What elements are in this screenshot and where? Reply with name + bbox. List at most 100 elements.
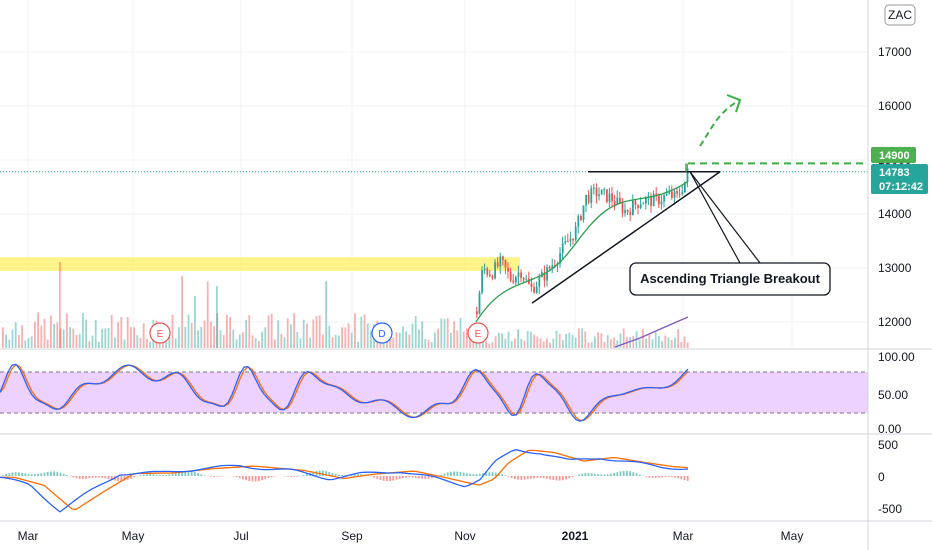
volume-bar — [533, 334, 535, 348]
volume-bar — [53, 323, 55, 348]
volume-bar — [258, 341, 260, 348]
macd-histogram-bar — [629, 471, 631, 476]
volume-bar — [440, 318, 443, 348]
volume-bar — [520, 338, 523, 348]
macd-histogram-bar — [165, 474, 167, 476]
volume-bar — [565, 333, 567, 348]
time-tick-label: Jul — [233, 529, 248, 543]
volume-bar — [498, 332, 500, 348]
event-marker[interactable]: E — [467, 322, 489, 344]
candle-body — [551, 265, 554, 269]
candle-body — [507, 267, 509, 272]
callout-box — [629, 262, 831, 296]
macd-histogram-bar — [686, 476, 689, 481]
macd-histogram-bar — [210, 476, 212, 477]
macd-histogram-bar — [651, 476, 654, 478]
volume-bar — [168, 328, 171, 348]
volume-bar — [568, 332, 571, 348]
macd-histogram-bar — [520, 476, 523, 480]
event-marker[interactable]: E — [149, 322, 171, 344]
volume-bar — [219, 330, 222, 348]
symbol-badge[interactable]: ZAC — [884, 4, 916, 26]
stochastic-pane — [0, 363, 868, 422]
volume-bar — [632, 335, 635, 348]
volume-bar — [136, 335, 139, 348]
candle-body — [658, 195, 660, 205]
candle-body — [483, 268, 486, 271]
volume-bars — [2, 262, 689, 348]
macd-histogram-bar — [558, 476, 561, 481]
macd-histogram-bar — [456, 471, 459, 476]
volume-ma-line — [614, 316, 689, 348]
volume-bar — [283, 337, 286, 348]
candle-body — [574, 226, 577, 241]
macd-histogram-bar — [645, 476, 647, 477]
time-tick-label: May — [122, 529, 145, 543]
volume-bar — [277, 320, 279, 348]
candle-body — [681, 192, 684, 195]
event-marker[interactable]: D — [371, 322, 393, 344]
volume-bar — [117, 322, 119, 348]
macd-histogram-bar — [670, 476, 673, 478]
price-axis[interactable]: 170001600015000140001300012000100.0050.0… — [878, 45, 915, 516]
candle-body — [598, 194, 600, 197]
macd-histogram-bar — [418, 476, 420, 479]
volume-bar — [8, 339, 11, 348]
macd-histogram-bar — [658, 476, 660, 478]
macd-histogram-bar — [171, 473, 174, 476]
annotation-callout[interactable]: Ascending Triangle Breakout — [629, 171, 831, 296]
volume-bar — [78, 333, 81, 348]
stoch-k-line — [0, 363, 689, 422]
candle-body — [595, 187, 598, 197]
volume-bar — [414, 316, 417, 348]
volume-bar — [619, 333, 622, 348]
candle-body — [572, 238, 574, 241]
volume-bar — [75, 334, 78, 348]
volume-bar — [139, 337, 142, 348]
macd-histogram-bar — [584, 473, 587, 476]
candle-body — [502, 256, 504, 261]
volume-bar — [293, 313, 295, 348]
macd-line — [0, 449, 689, 513]
macd-histogram-bar — [475, 474, 478, 476]
breakout-arrow[interactable] — [699, 99, 741, 147]
candle-body — [538, 277, 541, 287]
macd-histogram-bar — [56, 471, 59, 476]
candle-body — [652, 193, 655, 207]
macd-histogram-bar — [626, 470, 628, 476]
macd-histogram-bar — [123, 476, 126, 481]
volume-bar — [43, 318, 46, 348]
price-tick-label: 14000 — [878, 207, 912, 221]
macd-histogram-bar — [427, 476, 430, 479]
candle-body — [489, 274, 491, 277]
macd-histogram-bar — [443, 473, 446, 476]
macd-histogram-bar — [101, 476, 103, 478]
macd-histogram-bar — [216, 476, 219, 477]
ascending-triangle[interactable] — [531, 170, 721, 304]
volume-bar — [114, 337, 116, 348]
macd-histogram-bar — [402, 476, 404, 479]
macd-tick-label: 0 — [878, 470, 885, 484]
candle-body — [629, 211, 632, 215]
volume-bar — [648, 334, 651, 348]
event-marker-label: E — [157, 329, 164, 340]
volume-bar — [654, 332, 657, 348]
volume-bar — [600, 333, 603, 348]
macd-histogram-bar — [462, 472, 465, 476]
macd-histogram-bar — [82, 476, 84, 479]
candle-body — [509, 271, 512, 281]
candle-body — [637, 204, 639, 209]
time-axis[interactable]: Mar May Jul Sep Nov 2021 Mar May — [18, 529, 804, 543]
macd-histogram-bar — [680, 476, 683, 480]
candle-body — [634, 200, 637, 205]
candle-body — [546, 267, 548, 281]
volume-bar — [30, 336, 33, 348]
event-marker-label: E — [475, 329, 482, 340]
macd-histogram-bar — [261, 476, 263, 481]
macd-histogram-bar — [258, 476, 260, 482]
candle-body — [564, 241, 567, 244]
candle-body — [645, 197, 647, 204]
macd-histogram-bar — [568, 476, 571, 479]
